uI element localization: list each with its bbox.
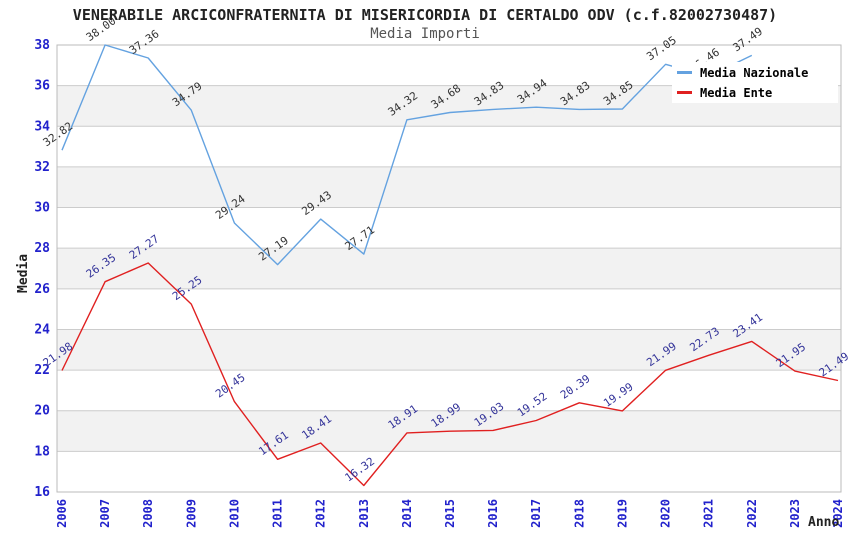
y-tick-label: 30 — [34, 201, 50, 216]
y-tick-label: 34 — [34, 119, 50, 134]
x-tick-label: 2013 — [357, 499, 371, 528]
x-tick-label: 2018 — [572, 499, 586, 528]
y-tick-label: 16 — [34, 485, 50, 500]
legend-item-media-nazionale: Media Nazionale — [672, 63, 838, 83]
data-label: 20.45 — [213, 371, 248, 401]
legend: Media Nazionale Media Ente — [672, 62, 838, 103]
legend-item-media-ente: Media Ente — [672, 83, 838, 103]
chart-subtitle: Media Importi — [370, 26, 480, 42]
media-ente-line-swatch — [677, 91, 692, 94]
media-nazionale-line-swatch — [677, 71, 692, 74]
y-tick-label: 28 — [34, 241, 50, 256]
legend-label: Media Ente — [700, 85, 773, 100]
y-axis-tick-labels: 38 36 34 32 30 28 26 24 22 20 18 16 — [34, 38, 50, 500]
plot-bands — [57, 85, 841, 452]
plot-band — [57, 166, 841, 208]
y-tick-label: 36 — [34, 79, 50, 94]
y-tick-label: 24 — [34, 322, 50, 337]
x-tick-label: 2012 — [314, 499, 328, 528]
legend-label: Media Nazionale — [700, 65, 809, 80]
x-tick-label: 2022 — [745, 499, 759, 528]
y-tick-label: 32 — [34, 160, 50, 175]
x-tick-label: 2007 — [98, 499, 112, 528]
x-tick-label: 2019 — [615, 499, 629, 528]
x-axis-title: Anno — [808, 515, 840, 530]
x-tick-label: 2024 — [831, 499, 845, 528]
x-tick-label: 2021 — [702, 499, 716, 528]
y-tick-label: 20 — [34, 404, 50, 419]
x-tick-label: 2009 — [184, 499, 198, 528]
plot-band — [57, 329, 841, 371]
chart-title: VENERABILE ARCICONFRATERNITA DI MISERICO… — [72, 6, 778, 24]
x-tick-label: 2008 — [141, 499, 155, 528]
x-tick-label: 2011 — [271, 499, 285, 528]
x-tick-label: 2014 — [400, 499, 414, 528]
x-tick-label: 2016 — [486, 499, 500, 528]
plot-border — [56, 44, 842, 493]
x-tick-label: 2020 — [659, 499, 673, 528]
y-tick-label: 18 — [34, 444, 50, 459]
x-tick-label: 2017 — [529, 499, 543, 528]
data-label: 20.39 — [558, 372, 593, 402]
series-line-media-nazionale — [61, 44, 753, 266]
y-axis-title: Media — [16, 253, 31, 293]
y-tick-label: 22 — [34, 363, 50, 378]
x-axis-tick-labels: 2006 2007 2008 2009 2010 2011 2012 2013 2014 2015… — [55, 499, 845, 528]
x-tick-label: 2010 — [227, 499, 241, 528]
x-tick-label: 2015 — [443, 499, 457, 528]
x-tick-label: 2006 — [55, 499, 69, 528]
y-tick-label: 38 — [34, 38, 50, 53]
data-label: 19.99 — [601, 380, 636, 410]
x-tick-label: 2023 — [788, 499, 802, 528]
data-label: 16.32 — [342, 455, 377, 485]
plot-band — [57, 248, 841, 289]
y-tick-label: 26 — [34, 282, 50, 297]
series-line-media-ente — [61, 262, 839, 487]
